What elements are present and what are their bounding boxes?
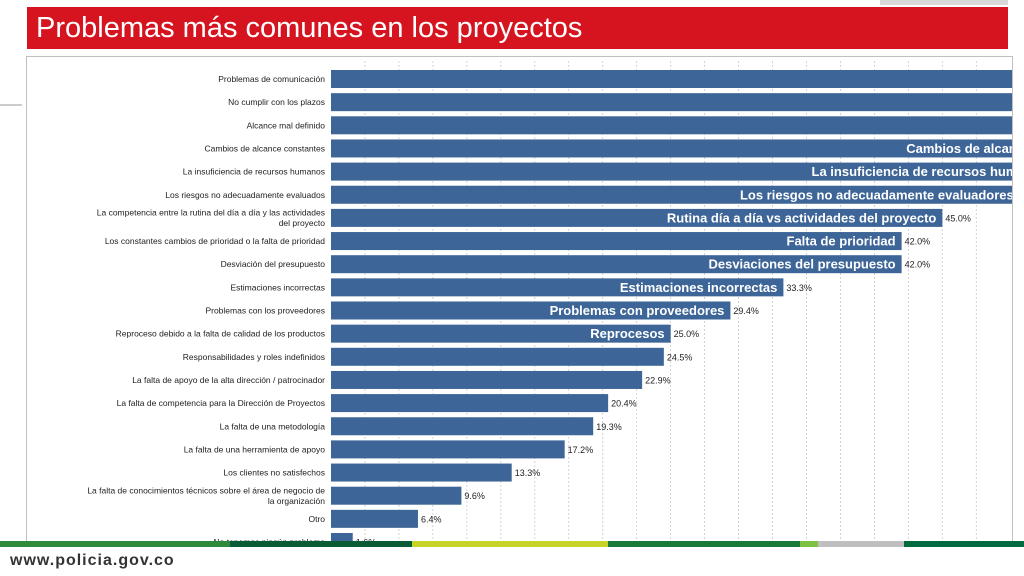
category-label: Reproceso debido a la falta de calidad d… [116,329,325,339]
bar-inline-label: Falta de prioridad [787,234,896,249]
bar [331,255,902,274]
bar [331,463,512,482]
category-label: Problemas de comunicación [218,74,325,84]
category-label: Problemas con los proveedores [205,306,325,316]
category-label: La falta de una herramienta de apoyo [184,444,326,454]
category-label: No cumplir con los plazos [228,97,325,107]
bar-inline-label: La insuficiencia de recursos humanos [812,164,1012,179]
category-label: La competencia entre la rutina del día a… [97,208,326,229]
category-label: Estimaciones incorrectas [231,282,325,292]
bar [331,486,462,505]
bar [331,370,643,389]
footer-stripe-segment [818,541,904,547]
category-label: La falta de apoyo de la alta dirección /… [132,375,325,385]
page-title: Problemas más comunes en los proyectos [27,7,1008,49]
footer-stripe-segment [800,541,818,547]
bar [331,93,1012,112]
value-label: 9.6% [464,491,485,501]
bar [331,301,731,320]
footer-stripe-segment [412,541,608,547]
bar [331,347,664,366]
category-label: La insuficiencia de recursos humanos [183,167,325,177]
bar [331,162,1012,181]
bar [331,324,671,343]
bar [331,70,1012,88]
bar-chart: Problemas de comunicaciónProblemas de co… [87,61,1012,545]
bar-inline-label: Rutina día a día vs actividades del proy… [667,210,937,225]
footer-stripe-segment [230,541,412,547]
category-label: Alcance mal definido [247,120,326,130]
category-label: Cambios de alcance constantes [205,143,326,153]
value-label: 24.5% [667,352,693,362]
bar-inline-label: Los riesgos no adecuadamente evaluadores [740,187,1012,202]
category-label: Los riesgos no adecuadamente evaluados [165,190,325,200]
category-label: La falta de conocimientos técnicos sobre… [87,485,325,506]
bar [331,116,1012,135]
value-label: 6.4% [421,514,442,524]
footer-url: www.policia.gov.co [10,552,175,569]
category-label: Responsabilidades y roles indefinidos [183,352,325,362]
value-label: 13.3% [515,468,541,478]
category-label: La falta de una metodología [220,421,326,431]
category-label: Los constantes cambios de prioridad o la… [105,236,325,246]
top-gray-accent [880,0,1008,5]
value-label: 25.0% [674,329,700,339]
value-label: 29.4% [733,306,759,316]
bar-inline-label: Estimaciones incorrectas [620,280,778,295]
value-label: 45.0% [945,213,971,223]
bar [331,278,784,297]
value-label: 33.3% [786,283,812,293]
bar [331,509,418,528]
value-label: 19.3% [596,422,622,432]
category-label: Los clientes no satisfechos [223,468,325,478]
chart-frame: Problemas de comunicaciónProblemas de co… [26,56,1013,546]
bar-inline-label: Problemas con proveedores [550,303,725,318]
bar [331,417,594,436]
bar [331,185,1012,204]
footer-stripe-segment [608,541,800,547]
bar [331,139,1012,158]
bar-inline-label: Reprocesos [590,326,664,341]
category-label: La falta de competencia para la Direcció… [117,398,325,408]
value-label: 22.9% [645,375,671,385]
footer-stripe-segment [904,541,1024,547]
value-label: 42.0% [905,260,931,270]
bar-inline-label: Cambios de alcance constantes [906,141,1012,156]
value-label: 17.2% [568,445,594,455]
bar [331,440,565,459]
value-label: 20.4% [611,399,637,409]
left-divider-tick [0,104,22,106]
category-label: Otro [308,514,325,524]
footer-stripe [0,541,1024,547]
footer-stripe-segment [0,541,230,547]
bar-inline-label: Desviaciones del presupuesto [708,257,895,272]
bar [331,208,943,227]
category-label: Desviación del presupuesto [221,259,326,269]
value-label: 42.0% [905,237,931,247]
bar [331,394,609,413]
bar [331,232,902,251]
